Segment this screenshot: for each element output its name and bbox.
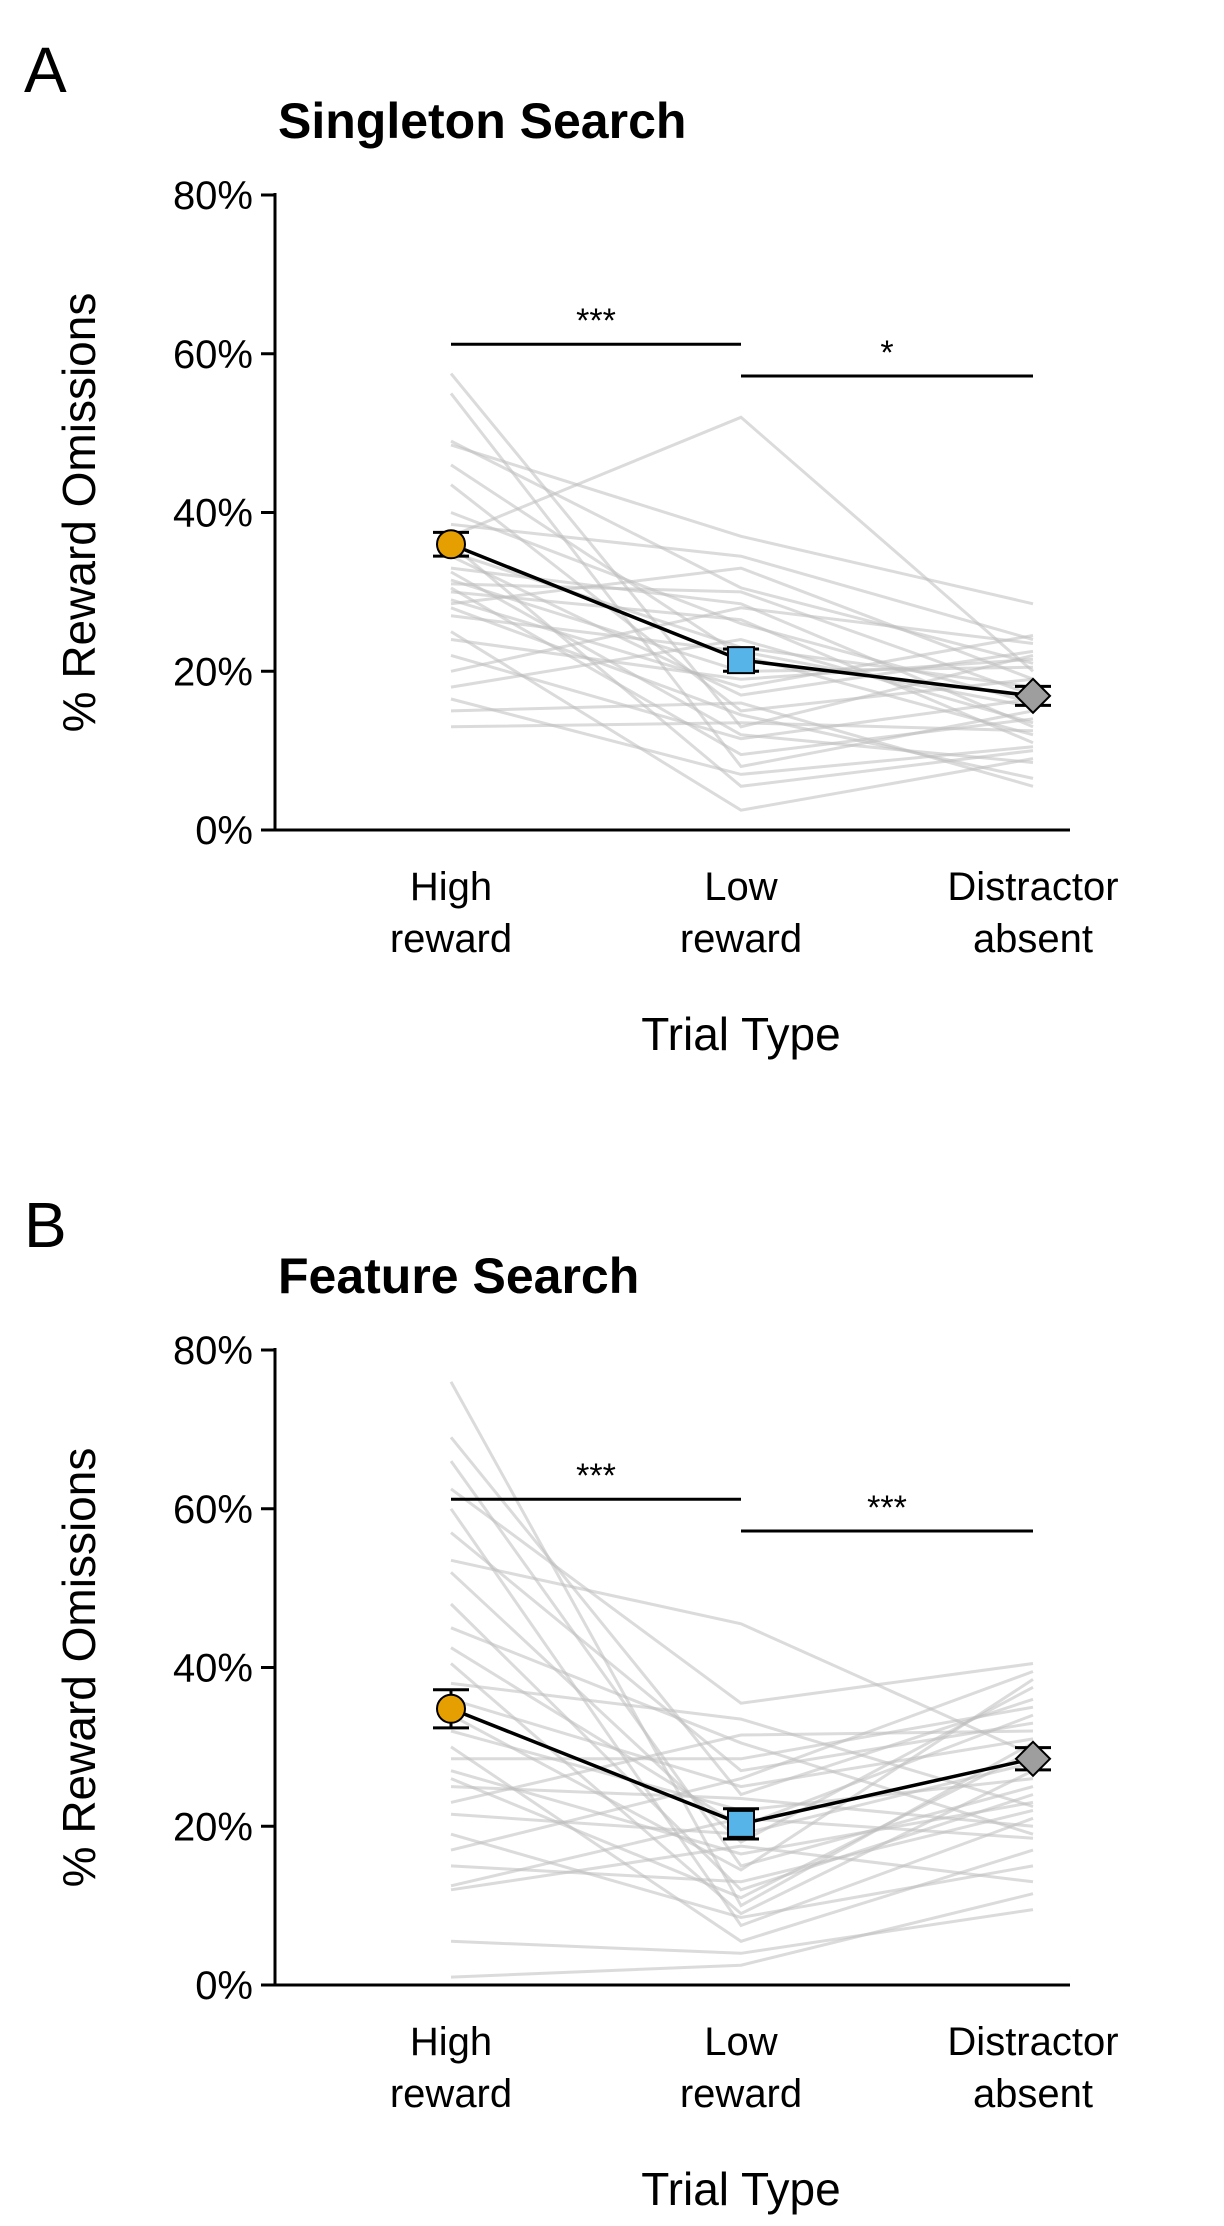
participant-line [450,653,1034,741]
participant-line [450,1487,1034,1705]
participant-line [450,637,1034,725]
participant-line [450,566,1034,729]
participant-line [449,1507,1034,1928]
participant-line [450,1670,1034,1852]
y-axis-label: % Reward Omissions [53,1448,105,1888]
mean-marker-square [727,646,755,675]
participant-line [450,415,1034,673]
panel-letter: B [24,1189,67,1261]
participant-line [450,1892,1034,1979]
mean-marker-circle [436,529,466,560]
x-tick-label: reward [390,917,512,961]
participant-line [450,1681,1034,1808]
participant-line [450,1729,1034,1804]
x-tick-label: Distractor [947,865,1118,909]
y-tick-label: 60% [173,1488,253,1532]
panel-a: A Singleton Search 0% 20% 40% 60% 80% % Reward … [24,34,1119,1060]
y-tick-label: 20% [173,1805,253,1849]
y-tick-label: 40% [173,492,253,536]
x-tick-label: reward [390,2072,512,2116]
participant-line [450,1749,1034,1900]
mean-marker-diamond [1014,1740,1052,1778]
x-axis-label: Trial Type [641,2163,840,2215]
participant-line [450,582,1034,697]
x-tick-label: High [410,865,492,909]
mean-marker-square [727,1809,755,1838]
x-tick-label: absent [973,917,1093,961]
y-tick-label: 0% [195,809,253,853]
participant-line [450,443,1034,606]
significance-label: * [880,334,893,372]
participant-line [450,638,1034,681]
x-tick-label: absent [973,2072,1093,2116]
y-axis-label: % Reward Omissions [53,293,105,733]
participant-line [450,630,1034,812]
panel-b: B Feature Search 0% 20% 40% 60% 80% % Reward Om… [24,1189,1119,2215]
panel-title: Singleton Search [278,93,686,149]
mean-marker-diamond [1014,677,1052,715]
participant-line [449,1602,1034,1892]
participant-line [450,1678,1034,1872]
participant-line [450,1745,1034,1943]
participant-line [450,1785,1034,1828]
participant-line [450,606,1034,673]
participant-line [450,701,1034,788]
participant-line [450,522,1034,641]
participant-line [450,1808,1034,1884]
individual-lines [449,372,1034,812]
participant-line [450,1626,1034,1836]
participant-line [450,721,1034,733]
participant-line [450,1844,1034,1892]
significance-label: *** [576,302,616,340]
individual-lines [449,1381,1034,1979]
x-axis-label: Trial Type [641,1008,840,1060]
x-tick-label: High [410,2020,492,2064]
y-tick-label: 80% [173,1329,253,1373]
participant-line [451,1705,1034,1761]
participant-line [450,1558,1034,1757]
participant-line [450,590,1034,745]
participant-line [449,1571,1034,1844]
x-tick-label: reward [680,2072,802,2116]
panel-letter: A [24,34,67,106]
participant-line [450,1908,1034,1955]
significance-label: *** [576,1457,616,1495]
participant-line [449,1460,1034,1868]
mean-marker-circle [436,1693,466,1724]
participant-line [450,439,1034,665]
y-tick-label: 80% [173,174,253,218]
y-tick-label: 0% [195,1964,253,2008]
participant-line [450,1769,1034,1856]
x-tick-label: Low [704,865,777,909]
x-tick-label: Distractor [947,2020,1118,2064]
participant-line [449,1436,1034,1797]
panel-title: Feature Search [278,1248,639,1304]
significance-label: *** [867,1489,907,1527]
participant-line [450,1697,1034,1789]
y-tick-label: 20% [173,650,253,694]
y-tick-label: 60% [173,333,253,377]
x-tick-label: Low [704,2020,777,2064]
participant-line [450,511,1034,705]
participant-line [450,566,1034,681]
x-tick-label: reward [680,917,802,961]
y-tick-label: 40% [173,1647,253,1691]
